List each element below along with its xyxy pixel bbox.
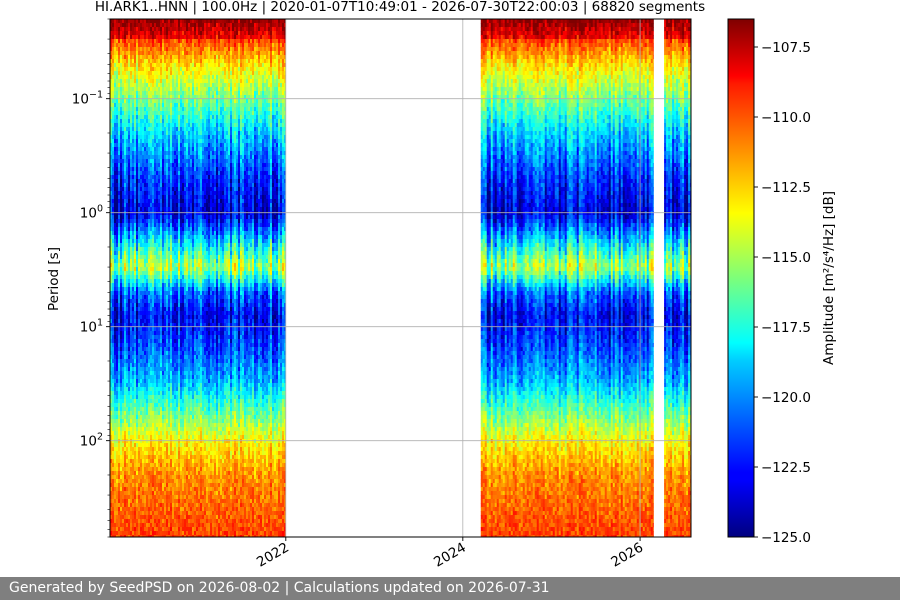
chart-title: HI.ARK1..HNN | 100.0Hz | 2020-01-07T10:4…: [95, 0, 705, 15]
spectrogram-heatmap: [110, 19, 691, 539]
psd-chart: HI.ARK1..HNN | 100.0Hz | 2020-01-07T10:4…: [0, 0, 900, 577]
